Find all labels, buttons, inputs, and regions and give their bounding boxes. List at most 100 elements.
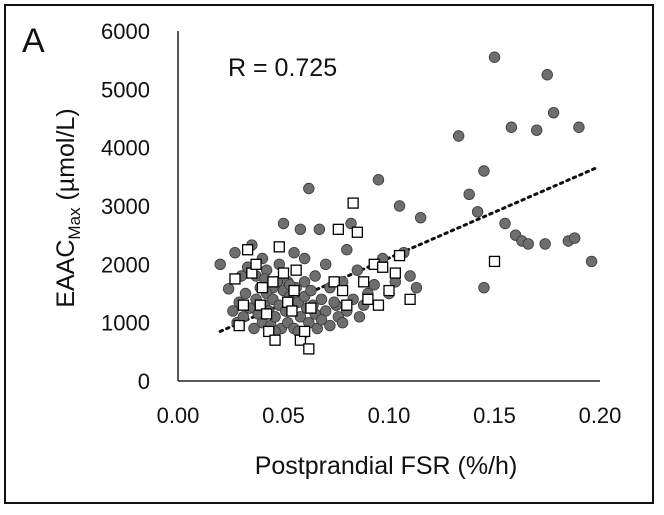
data-point-square — [488, 255, 501, 268]
data-points — [214, 51, 598, 355]
data-point-circle — [248, 322, 260, 335]
data-point-circle — [315, 293, 328, 306]
data-point-circle — [315, 314, 328, 326]
y-tick-label: 3000 — [101, 194, 150, 219]
data-point-circle — [277, 217, 290, 230]
data-point-square — [254, 299, 266, 311]
data-point-square — [377, 261, 389, 273]
data-point-circle — [541, 69, 553, 81]
data-point-square — [263, 325, 275, 338]
data-point-circle — [227, 305, 239, 317]
y-tick-label: 5000 — [101, 77, 150, 102]
data-point-square — [341, 299, 353, 311]
data-point-circle — [372, 174, 385, 186]
data-point-square — [250, 258, 262, 270]
data-point-square — [256, 282, 269, 294]
data-point-circle — [324, 319, 336, 332]
data-point-circle — [303, 182, 315, 195]
panel-label: A — [22, 22, 45, 60]
data-point-circle — [313, 223, 326, 236]
panel-frame — [4, 4, 654, 504]
data-point-square — [290, 264, 302, 276]
data-point-circle — [328, 296, 340, 308]
data-point-circle — [393, 200, 406, 212]
data-point-circle — [568, 232, 581, 244]
data-point-square — [286, 305, 298, 317]
data-point-square — [347, 197, 359, 209]
data-point-circle — [499, 217, 511, 230]
y-axis-title-main: EAAC — [52, 240, 80, 308]
data-point-circle — [539, 238, 551, 250]
data-point-square — [269, 334, 281, 346]
y-axis-title: EAACMax (µmol/L) — [52, 108, 84, 307]
x-tick-label: 0.00 — [157, 403, 200, 428]
data-point-circle — [547, 106, 560, 119]
y-tick-label: 4000 — [101, 136, 150, 161]
data-point-square — [229, 273, 241, 285]
x-tick-label: 0.15 — [473, 403, 516, 428]
data-point-square — [362, 293, 374, 305]
data-point-circle — [404, 270, 416, 282]
data-point-circle — [305, 284, 317, 297]
x-tick-label: 0.10 — [368, 403, 411, 428]
x-tick-label: 0.20 — [579, 403, 622, 428]
y-tick-label: 0 — [138, 369, 150, 394]
data-point-square — [273, 241, 285, 253]
data-point-circle — [298, 252, 311, 265]
data-point-circle — [463, 188, 475, 201]
data-point-square — [237, 299, 250, 311]
tick-labels: 0 1000 2000 3000 4000 5000 6000 0.00 0.05 0.10 0.1… — [101, 19, 621, 428]
data-point-square — [288, 284, 300, 297]
data-point-square — [260, 308, 273, 320]
data-point-circle — [368, 279, 380, 291]
data-point-circle — [452, 130, 465, 142]
data-point-circle — [214, 258, 226, 271]
data-point-square — [298, 325, 311, 338]
data-point-circle — [478, 281, 490, 294]
data-point-circle — [229, 246, 241, 259]
data-point-circle — [351, 264, 364, 276]
y-tick-label: 6000 — [101, 19, 150, 44]
data-point-square — [372, 299, 385, 311]
data-point-circle — [309, 270, 321, 282]
data-point-circle — [294, 223, 307, 236]
data-point-square — [305, 302, 317, 314]
data-point-square — [393, 249, 406, 262]
data-point-square — [389, 267, 401, 279]
data-point-square — [277, 267, 290, 279]
data-point-circle — [320, 258, 332, 271]
data-point-circle — [573, 121, 585, 133]
data-point-circle — [478, 165, 490, 177]
x-tick-label: 0.05 — [262, 403, 305, 428]
y-axis-title-subscript: Max — [65, 207, 84, 240]
data-point-square — [336, 284, 349, 297]
data-point-circle — [341, 244, 353, 256]
data-point-square — [351, 226, 364, 238]
x-axis-title: Postprandial FSR (%/h) — [255, 452, 518, 480]
data-point-square — [241, 244, 254, 256]
data-point-circle — [222, 283, 235, 295]
data-point-circle — [345, 217, 357, 230]
data-point-circle — [585, 255, 598, 268]
data-point-circle — [288, 246, 300, 259]
data-point-circle — [471, 206, 484, 218]
data-point-circle — [522, 238, 534, 250]
y-axis-title-unit: (µmol/L) — [52, 108, 80, 207]
data-point-circle — [410, 281, 423, 294]
data-point-square — [358, 276, 370, 288]
axes — [177, 31, 600, 382]
data-point-square — [404, 293, 416, 305]
data-point-square — [383, 284, 395, 297]
data-point-circle — [294, 311, 307, 323]
data-point-circle — [505, 121, 518, 133]
y-tick-label: 2000 — [101, 252, 150, 277]
data-point-circle — [353, 311, 366, 323]
data-point-square — [267, 276, 279, 288]
data-point-circle — [239, 287, 252, 300]
data-point-square — [328, 276, 340, 288]
data-point-square — [303, 343, 315, 355]
correlation-annotation: R = 0.725 — [228, 54, 337, 82]
y-tick-label: 1000 — [101, 311, 150, 336]
data-point-square — [233, 319, 245, 332]
